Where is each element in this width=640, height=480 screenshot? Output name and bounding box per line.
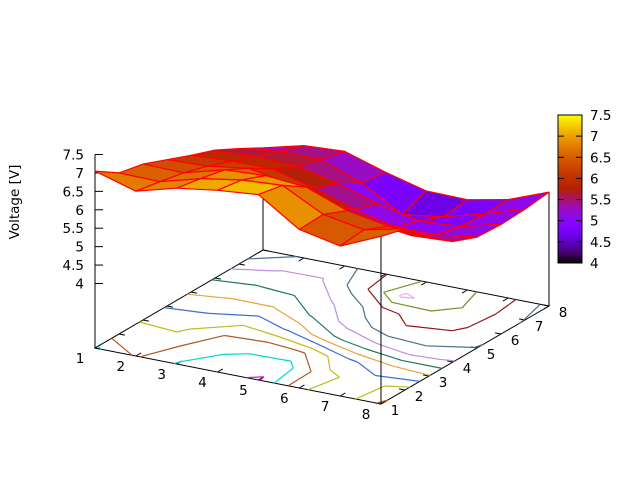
- y-tick: [423, 374, 430, 377]
- y-tick: [543, 304, 550, 307]
- x-tick: [299, 384, 305, 389]
- y-tick-label: 8: [559, 305, 568, 321]
- x-tick-label: 3: [157, 367, 166, 383]
- surface-quad: [339, 228, 406, 247]
- x-tick-label: 4: [198, 375, 207, 391]
- contour-level-7.3: [246, 376, 265, 381]
- contour-level-6: [187, 293, 431, 376]
- y-tick: [447, 360, 454, 363]
- x-tick-mirror: [502, 297, 509, 302]
- contour-level-4.5: [398, 292, 415, 299]
- z-axis-title: Voltage [V]: [7, 165, 23, 240]
- colorbar-tick-label: 4.5: [590, 235, 611, 251]
- y-tick-mirror: [214, 277, 221, 280]
- x-tick-label: 7: [321, 399, 330, 415]
- colorbar-gradient: [558, 115, 582, 263]
- x-tick-label: 1: [76, 351, 85, 367]
- colorbar-tick-label: 4: [590, 256, 599, 272]
- x-tick-mirror: [461, 289, 468, 294]
- x-tick-label: 5: [239, 383, 248, 399]
- x-tick: [380, 400, 387, 405]
- contour-level-6.8: [111, 335, 388, 404]
- contour-level-6.5: [139, 321, 410, 400]
- x-tick-label: 2: [117, 359, 126, 375]
- contour-level-6.3: [164, 307, 420, 382]
- x-tick-mirror: [257, 249, 264, 254]
- z-tick-label: 4.5: [63, 258, 84, 274]
- z-tick-label: 4: [75, 277, 84, 293]
- z-tick-label: 6: [75, 203, 84, 219]
- colorbar: 4 4.5 5 5.5 6 6.5 7 7.5: [557, 108, 611, 272]
- colorbar-tick-label: 7: [590, 129, 599, 145]
- y-tick-mirror: [262, 249, 269, 252]
- contour-level-5.3: [247, 256, 541, 349]
- y-tick-label: 7: [535, 319, 544, 335]
- y-tick-label: 1: [391, 403, 400, 419]
- x-tick-label: 8: [362, 407, 371, 423]
- z-tick-label: 5: [75, 240, 84, 256]
- contour-level-4.8: [383, 280, 478, 312]
- x-tick-label: 6: [280, 391, 289, 407]
- y-tick-label: 2: [415, 389, 424, 405]
- z-tick-label: 6.5: [63, 184, 84, 200]
- x-tick: [135, 352, 142, 357]
- colorbar-tick-label: 7.5: [590, 108, 611, 124]
- y-tick: [495, 332, 502, 335]
- colorbar-border: [557, 114, 583, 264]
- x-tick-mirror: [543, 305, 550, 310]
- y-tick-mirror: [118, 333, 125, 336]
- x-tick-mirror: [339, 265, 345, 270]
- x-tick: [94, 344, 101, 349]
- z-tick-label: 7: [75, 166, 84, 182]
- colorbar-tick-label: 5: [590, 214, 599, 230]
- y-tick-label: 3: [439, 375, 448, 391]
- colorbar-tick-label: 5.5: [590, 193, 611, 209]
- colorbar-tick-label: 6: [590, 171, 599, 187]
- y-tick-mirror: [94, 347, 101, 350]
- contour-level-5: [367, 273, 517, 332]
- x-tick-mirror: [298, 257, 305, 262]
- contour-level-5.8: [211, 279, 443, 369]
- contour-lines: [97, 256, 541, 404]
- y-tick-label: 4: [463, 361, 472, 377]
- z-tick-label: 7.5: [63, 148, 84, 164]
- x-tick-mirror: [420, 281, 427, 286]
- surface-mesh: [94, 145, 550, 247]
- colorbar-tick-label: 6.5: [590, 150, 611, 166]
- y-tick-mirror: [190, 291, 197, 294]
- y-tick-label: 6: [511, 333, 520, 349]
- contour-level-7: [97, 345, 294, 384]
- y-tick-mirror: [238, 263, 245, 266]
- x-tick: [217, 368, 224, 373]
- x-tick: [339, 392, 346, 397]
- y-tick-mirror: [166, 305, 173, 308]
- z-tick-label: 5.5: [63, 221, 84, 237]
- y-tick-label: 5: [487, 347, 496, 363]
- y-tick-mirror: [142, 319, 149, 322]
- y-tick: [399, 388, 406, 391]
- contour-level-5.5: [230, 268, 455, 362]
